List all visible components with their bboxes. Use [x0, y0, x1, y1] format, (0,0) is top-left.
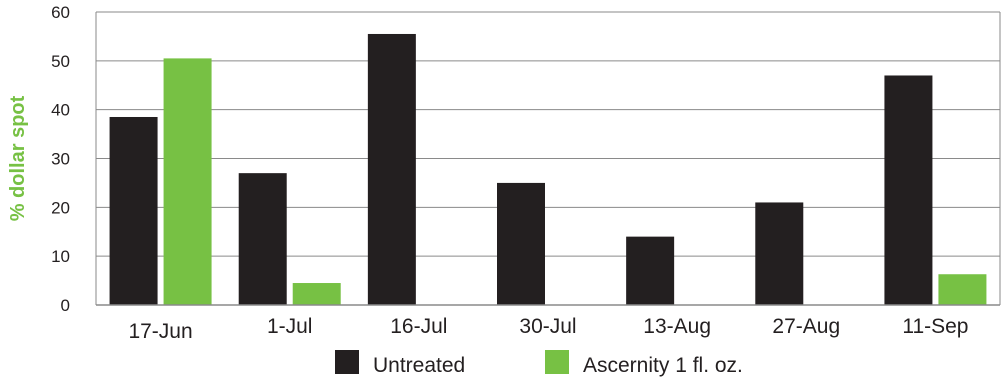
legend-swatch	[335, 350, 359, 374]
y-tick-label: 40	[51, 101, 70, 120]
gridlines	[95, 11, 1001, 305]
bar	[626, 236, 675, 305]
y-tick-label: 10	[51, 247, 70, 266]
x-category-label: 11-Sep	[902, 315, 968, 338]
y-tick-label: 30	[51, 150, 70, 169]
bar	[163, 58, 212, 306]
x-category-label: 16-Jul	[390, 315, 447, 338]
y-tick-label: 0	[61, 296, 70, 315]
bar	[238, 173, 287, 305]
y-axis-ticks: 0 10 20 30 40 50 60	[51, 3, 70, 315]
y-tick-label: 60	[51, 3, 70, 22]
bar	[367, 33, 416, 305]
x-category-label: 30-Jul	[519, 315, 576, 338]
x-category-label: 27-Aug	[772, 315, 840, 338]
y-tick-label: 20	[51, 198, 70, 217]
x-axis-categories: 17-Jun 1-Jul 16-Jul 30-Jul 13-Aug 27-Aug 11-Se…	[128, 315, 968, 343]
bar	[938, 274, 987, 305]
x-category-label: 17-Jun	[128, 320, 192, 343]
legend-label: Untreated	[373, 354, 465, 377]
x-category-label: 1-Jul	[267, 315, 313, 338]
bar	[884, 75, 933, 305]
bars	[109, 33, 987, 306]
legend-swatch	[545, 350, 569, 374]
legend-label: Ascernity 1 fl. oz.	[583, 354, 743, 377]
bar	[755, 202, 804, 305]
bar	[292, 283, 341, 305]
y-tick-label: 50	[51, 52, 70, 71]
y-axis-label: % dollar spot	[7, 95, 29, 221]
bar	[497, 182, 545, 305]
x-category-label: 13-Aug	[643, 315, 711, 338]
legend: Untreated Ascernity 1 fl. oz.	[335, 350, 743, 377]
bar	[109, 116, 158, 305]
